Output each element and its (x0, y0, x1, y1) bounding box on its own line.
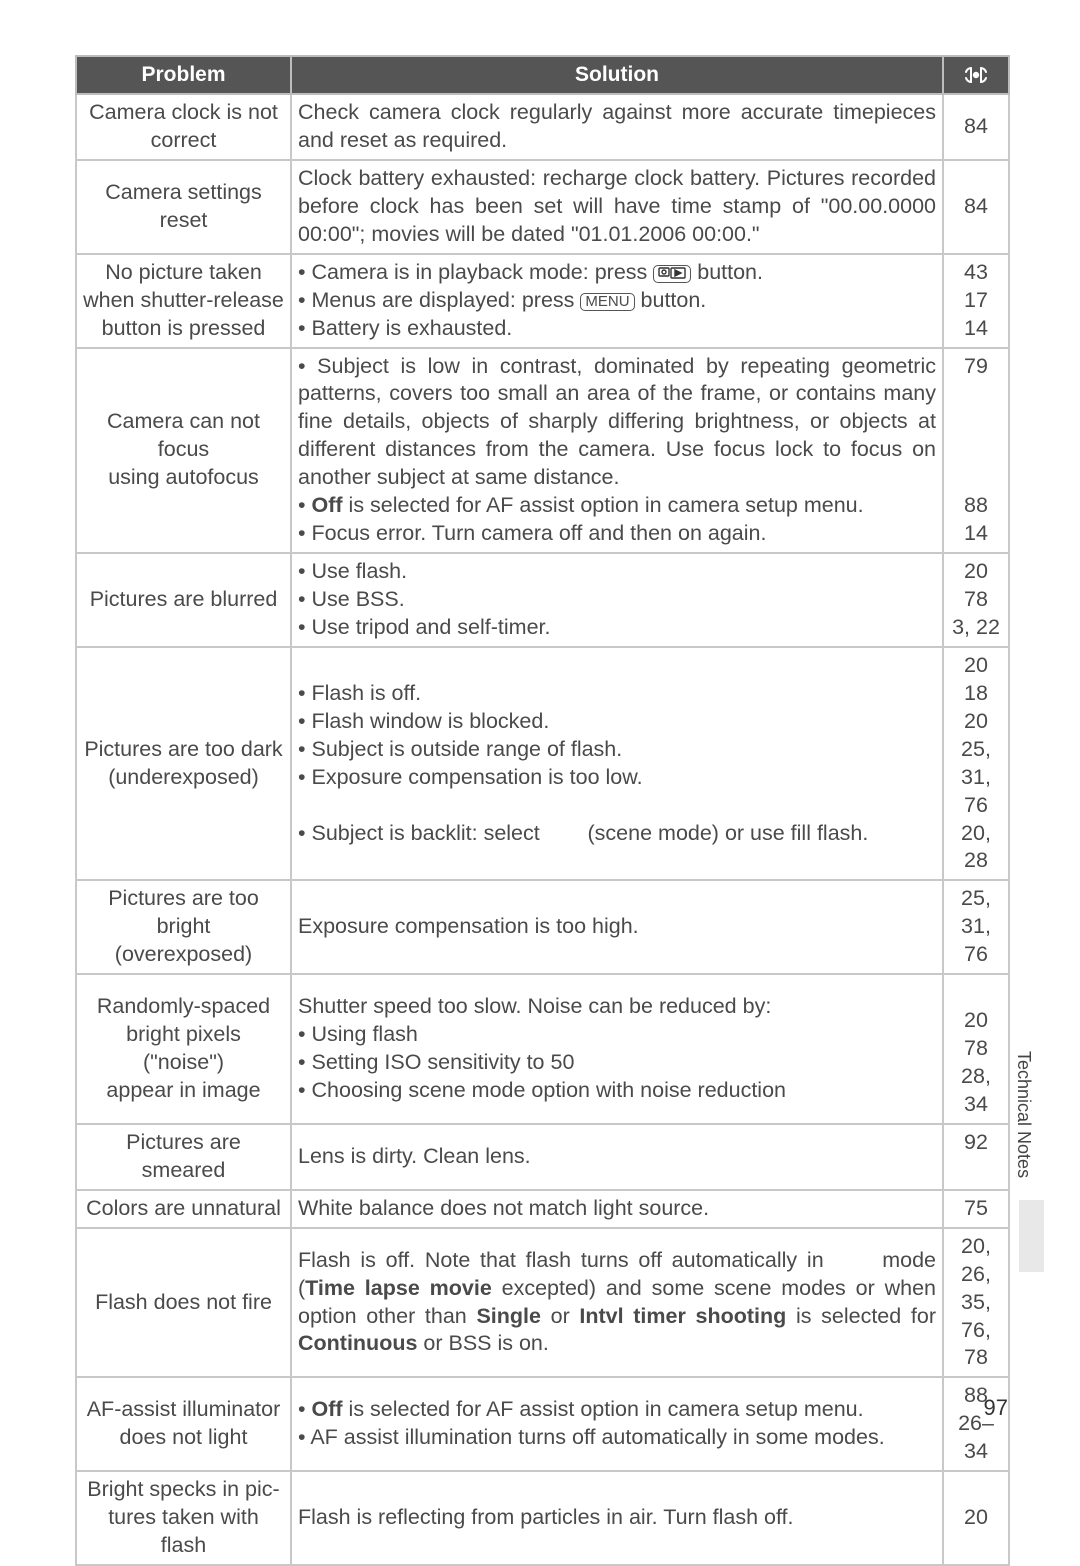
cell-solution: Flash is reflecting from particles in ai… (291, 1471, 943, 1565)
cell-problem: Colors are unnatural (76, 1190, 291, 1228)
table-row: Pictures are too bright(overexposed)Expo… (76, 880, 1009, 974)
cell-problem: Pictures are too bright(overexposed) (76, 880, 291, 974)
troubleshooting-table: Problem Solution (75, 55, 1010, 1566)
col-header-solution: Solution (291, 56, 943, 94)
cell-pageref: 20 (943, 1471, 1009, 1565)
cell-solution: • Camera is in playback mode: press butt… (291, 254, 943, 348)
cell-solution: • Flash is off.• Flash window is blocked… (291, 647, 943, 881)
table-row: No picture takenwhen shutter-releasebutt… (76, 254, 1009, 348)
cell-pageref: 75 (943, 1190, 1009, 1228)
cell-solution: Lens is dirty. Clean lens. (291, 1124, 943, 1190)
cell-solution: Clock battery exhausted: recharge clock … (291, 160, 943, 254)
cell-problem: Bright specks in pic­tures taken with fl… (76, 1471, 291, 1565)
cell-pageref: 84 (943, 160, 1009, 254)
cell-pageref: 25, 31, 76 (943, 880, 1009, 974)
cell-solution: • Subject is low in contrast, dominated … (291, 348, 943, 554)
table-row: Pictures are blurred• Use flash.• Use BS… (76, 553, 1009, 647)
menu-button-icon: MENU (580, 293, 634, 312)
cell-pageref: 20, 26, 35, 76, 78 (943, 1228, 1009, 1378)
cell-solution: Check camera clock regularly against mor… (291, 94, 943, 160)
page-ref-icon (948, 64, 1004, 86)
cell-pageref: 79 88 14 (943, 348, 1009, 554)
cell-problem: Pictures are too dark(underexposed) (76, 647, 291, 881)
playback-button-icon (653, 265, 691, 284)
cell-pageref: 92 (943, 1124, 1009, 1190)
table-row: AF-assist illuminatordoes not light• Off… (76, 1377, 1009, 1471)
cell-pageref: 20 78 3, 22 (943, 553, 1009, 647)
cell-pageref: 20 18 20 25, 31, 76 20, 28 (943, 647, 1009, 881)
side-tab: Technical Notes (1011, 1015, 1036, 1215)
table-row: Colors are unnaturalWhite balance does n… (76, 1190, 1009, 1228)
cell-solution: Flash is off. Note that flash turns off … (291, 1228, 943, 1378)
cell-problem: Randomly-spacedbright pixels ("noise")ap… (76, 974, 291, 1124)
table-row: Pictures are too dark(underexposed)• Fla… (76, 647, 1009, 881)
cell-pageref: 88 26–34 (943, 1377, 1009, 1471)
cell-problem: Camera clock is not correct (76, 94, 291, 160)
col-header-problem: Problem (76, 56, 291, 94)
table-row: Bright specks in pic­tures taken with fl… (76, 1471, 1009, 1565)
cell-solution: Shutter speed too slow. Noise can be red… (291, 974, 943, 1124)
side-tab-bar (1019, 1200, 1044, 1272)
table-row: Flash does not fireFlash is off. Note th… (76, 1228, 1009, 1378)
side-tab-label: Technical Notes (1013, 1051, 1034, 1178)
cell-solution: Exposure compensation is too high. (291, 880, 943, 974)
cell-pageref: 20 78 28, 34 (943, 974, 1009, 1124)
cell-problem: Flash does not fire (76, 1228, 291, 1378)
cell-problem: Pictures are blurred (76, 553, 291, 647)
page: Problem Solution (0, 0, 1080, 1486)
table-body: Camera clock is not correctCheck camera … (76, 94, 1009, 1565)
cell-solution: • Use flash.• Use BSS.• Use tripod and s… (291, 553, 943, 647)
cell-solution: • Off is selected for AF assist option i… (291, 1377, 943, 1471)
cell-solution: White balance does not match light sourc… (291, 1190, 943, 1228)
cell-problem: Pictures are smeared (76, 1124, 291, 1190)
table-row: Camera settings resetClock battery exhau… (76, 160, 1009, 254)
cell-pageref: 84 (943, 94, 1009, 160)
table-row: Pictures are smearedLens is dirty. Clean… (76, 1124, 1009, 1190)
cell-problem: Camera can not focususing autofocus (76, 348, 291, 554)
cell-problem: No picture takenwhen shutter-releasebutt… (76, 254, 291, 348)
table-row: Camera clock is not correctCheck camera … (76, 94, 1009, 160)
page-number: 97 (984, 1395, 1008, 1421)
table-row: Randomly-spacedbright pixels ("noise")ap… (76, 974, 1009, 1124)
cell-problem: AF-assist illuminatordoes not light (76, 1377, 291, 1471)
cell-pageref: 43 17 14 (943, 254, 1009, 348)
col-header-pageref (943, 56, 1009, 94)
table-row: Camera can not focususing autofocus• Sub… (76, 348, 1009, 554)
table-header-row: Problem Solution (76, 56, 1009, 94)
cell-problem: Camera settings reset (76, 160, 291, 254)
